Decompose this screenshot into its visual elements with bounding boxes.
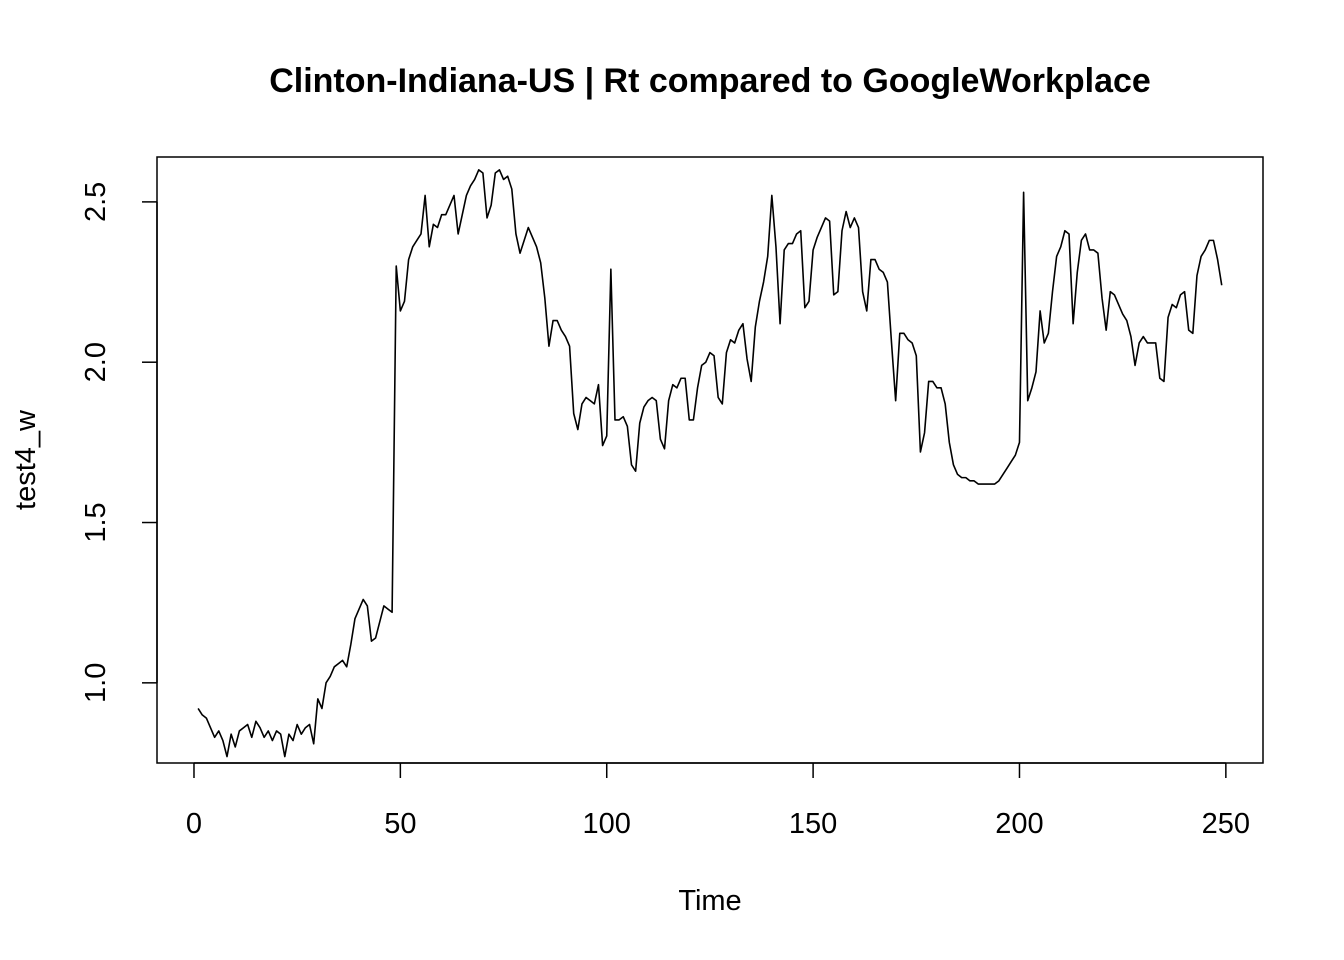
x-tick-label: 250 (1202, 808, 1250, 840)
x-axis: 0 50 100 150 200 250 (186, 762, 1250, 840)
y-axis: 1.0 1.5 2.0 2.5 (80, 182, 158, 703)
plot-frame (156, 156, 1264, 764)
x-tick-label: 0 (186, 808, 202, 840)
y-tick-label: 1.0 (80, 663, 112, 703)
x-tick-label: 200 (995, 808, 1043, 840)
y-tick-label: 2.5 (80, 182, 112, 222)
x-tick-label: 50 (384, 808, 416, 840)
y-tick-label: 1.5 (80, 502, 112, 542)
y-tick-label: 2.0 (80, 342, 112, 382)
y-axis-label: test4_w (10, 409, 42, 510)
series-line (197, 169, 1223, 758)
x-axis-label: Time (678, 885, 741, 917)
x-tick-label: 100 (583, 808, 631, 840)
chart-title: Clinton-Indiana-US | Rt compared to Goog… (269, 62, 1151, 100)
x-tick-label: 150 (789, 808, 837, 840)
